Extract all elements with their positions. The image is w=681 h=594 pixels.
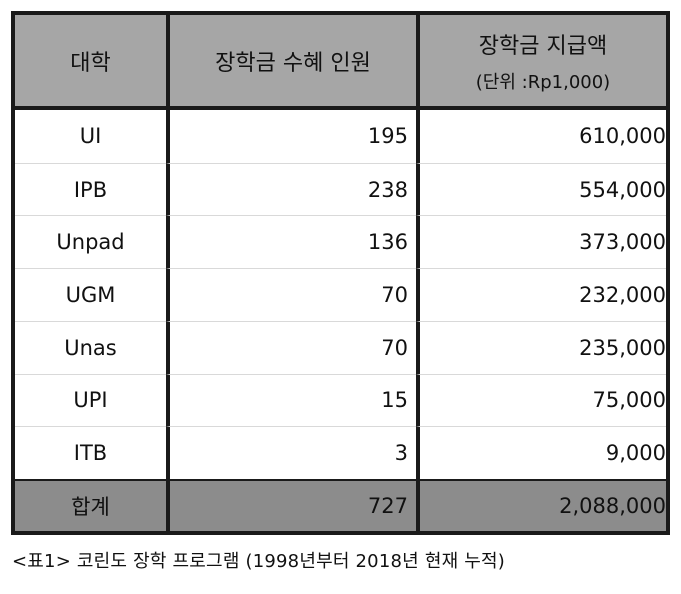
total-amount: 2,088,000	[416, 479, 666, 531]
cell-amount: 235,000	[416, 320, 666, 374]
header-row: 대학 장학금 수혜 인원 장학금 지급액 (단위 :Rp1,000)	[15, 15, 666, 110]
table-row: Unas 70 235,000	[15, 320, 666, 374]
header-recipients: 장학금 수혜 인원	[166, 15, 416, 110]
cell-university: Unpad	[15, 215, 166, 269]
cell-university: UPI	[15, 373, 166, 427]
total-recipients: 727	[166, 479, 416, 531]
cell-university: UI	[15, 110, 166, 163]
cell-university: IPB	[15, 162, 166, 216]
scholarship-table: 대학 장학금 수혜 인원 장학금 지급액 (단위 :Rp1,000) UI 19…	[15, 15, 666, 531]
table-row: IPB 238 554,000	[15, 162, 666, 216]
cell-university: ITB	[15, 426, 166, 479]
cell-amount: 554,000	[416, 162, 666, 216]
header-university: 대학	[15, 15, 166, 110]
cell-amount: 232,000	[416, 268, 666, 321]
total-label: 합계	[15, 479, 166, 531]
header-amount: 장학금 지급액 (단위 :Rp1,000)	[416, 15, 666, 110]
cell-recipients: 3	[166, 426, 416, 479]
cell-recipients: 195	[166, 110, 416, 163]
cell-amount: 75,000	[416, 373, 666, 427]
header-amount-title: 장학금 지급액	[478, 33, 608, 59]
cell-recipients: 238	[166, 162, 416, 216]
cell-amount: 9,000	[416, 426, 666, 479]
table-total: 합계 727 2,088,000	[15, 479, 666, 531]
table-row: UI 195 610,000	[15, 110, 666, 163]
cell-recipients: 15	[166, 373, 416, 427]
header-amount-unit: (단위 :Rp1,000)	[475, 71, 611, 93]
table-body: UI 195 610,000 IPB 238 554,000 Unpad 136…	[15, 110, 666, 479]
total-row: 합계 727 2,088,000	[15, 479, 666, 531]
cell-recipients: 136	[166, 215, 416, 269]
table-row: UPI 15 75,000	[15, 373, 666, 427]
table-row: Unpad 136 373,000	[15, 215, 666, 269]
cell-amount: 373,000	[416, 215, 666, 269]
cell-recipients: 70	[166, 320, 416, 374]
table-row: ITB 3 9,000	[15, 426, 666, 479]
cell-university: Unas	[15, 320, 166, 374]
cell-amount: 610,000	[416, 110, 666, 163]
table-caption: <표1> 코린도 장학 프로그램 (1998년부터 2018년 현재 누적)	[12, 551, 506, 572]
table-header: 대학 장학금 수혜 인원 장학금 지급액 (단위 :Rp1,000)	[15, 15, 666, 110]
table-row: UGM 70 232,000	[15, 268, 666, 321]
cell-university: UGM	[15, 268, 166, 321]
scholarship-table-frame: 대학 장학금 수혜 인원 장학금 지급액 (단위 :Rp1,000) UI 19…	[11, 11, 670, 535]
cell-recipients: 70	[166, 268, 416, 321]
